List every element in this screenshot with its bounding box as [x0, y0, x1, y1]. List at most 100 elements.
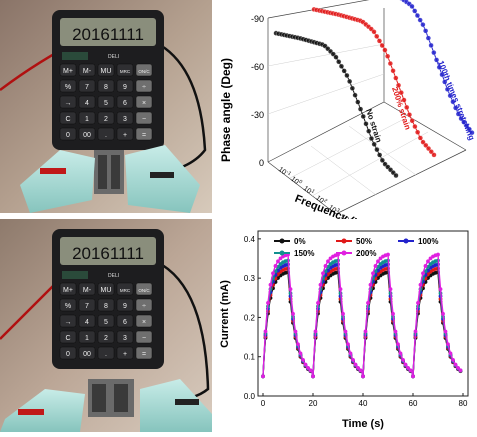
series-0 — [261, 270, 463, 379]
x-tick-label: 60 — [409, 399, 418, 408]
data-point — [371, 141, 377, 147]
left-glove — [20, 150, 95, 213]
solar-panel — [62, 52, 88, 60]
data-point — [388, 287, 393, 291]
data-point — [406, 365, 410, 370]
data-point — [418, 282, 423, 287]
calculator-key-label: 8 — [104, 303, 108, 310]
data-point — [268, 282, 273, 287]
y-tick-label: -60 — [251, 62, 264, 72]
data-point — [308, 368, 313, 373]
y-tick-label: 0.0 — [244, 392, 256, 401]
data-point — [413, 329, 418, 334]
data-point — [368, 135, 375, 142]
x-tick-exponent: 2 — [322, 198, 328, 205]
data-point — [461, 119, 467, 125]
legend-marker — [341, 250, 347, 256]
legend-label: 0% — [294, 237, 306, 246]
calculator-keypad: M+ M- MU MRC ON/C% 7 8 9 ÷→ 4 5 6 ×C 1 2 3 −0 00. + = — [59, 282, 153, 360]
data-point — [431, 152, 437, 158]
calculator-key-label: 1 — [85, 116, 89, 123]
calculator-key-label: 2 — [104, 116, 108, 123]
legend-item: 0% — [274, 237, 306, 246]
data-point — [379, 157, 385, 163]
data-point — [360, 113, 366, 120]
calculator-key — [135, 298, 153, 312]
data-point — [348, 351, 353, 356]
legend-item: 100% — [398, 237, 438, 246]
data-point — [366, 300, 370, 305]
calculator-key — [59, 330, 77, 344]
data-point — [416, 300, 420, 305]
legend: 0% 50% 100% 150% 200% — [274, 237, 438, 258]
data-point — [414, 12, 421, 19]
calculator-key — [116, 282, 134, 296]
data-point — [338, 287, 343, 291]
calculator-key-label: 6 — [123, 319, 127, 326]
calculator-key-label: 0 — [66, 132, 70, 139]
calculator-key-label: 7 — [85, 303, 89, 310]
calculator-key — [78, 346, 96, 360]
data-point — [326, 259, 330, 264]
legend-label: 200% — [356, 249, 376, 258]
calculator-key — [135, 111, 153, 125]
phase-series-group: No strain 200% strain 100th times stretchi… — [273, 0, 476, 179]
data-point — [417, 135, 423, 141]
calculator-key — [97, 330, 115, 344]
calculator-key-label: 8 — [104, 84, 108, 91]
data-point — [448, 351, 453, 356]
data-point — [358, 368, 363, 373]
calculator-key — [97, 95, 115, 109]
data-point — [393, 172, 399, 179]
display-digits: 20161111 — [72, 25, 144, 44]
data-point — [379, 42, 385, 49]
calculator-key — [116, 63, 134, 77]
legend-item: 50% — [336, 237, 372, 246]
data-point — [390, 68, 396, 74]
calculator-key-label: − — [142, 116, 146, 123]
data-point — [288, 287, 293, 291]
data-point — [296, 342, 300, 347]
y-axis-label: Phase angle (Deg) — [219, 58, 233, 162]
y-tick-labels: -90 -60 -30 0 — [251, 14, 264, 168]
data-point — [456, 365, 460, 370]
calculator-key-label: MRC — [120, 288, 131, 293]
data-point — [276, 259, 280, 264]
calculator-key-label: → — [65, 319, 72, 326]
data-point — [321, 271, 325, 276]
calculator-key-label: MRC — [120, 69, 131, 74]
calculator-key — [135, 330, 153, 344]
data-point — [443, 329, 448, 334]
photo-calculator-unstretched: 20161111 DELI M+ M- MU MRC ON/C% 7 8 9 ÷ → 4 5 6 × C 1 2… — [0, 0, 212, 213]
calculator-key — [97, 346, 115, 360]
data-point — [343, 329, 348, 334]
x-tick-labels: 0 20 40 60 80 — [261, 393, 468, 408]
calculator-key-label: + — [123, 351, 127, 358]
calculator-display — [60, 18, 156, 46]
calculator-display — [60, 237, 156, 265]
calculator-key — [97, 282, 115, 296]
calculator-brand: DELI — [108, 54, 119, 60]
data-point — [403, 362, 408, 367]
y-tick-labels: 0.0 0.1 0.2 0.3 0.4 — [244, 235, 261, 401]
data-point — [404, 104, 410, 110]
data-point — [412, 8, 418, 14]
current-series-group — [261, 252, 463, 379]
calculator-key — [116, 111, 134, 125]
data-point — [423, 28, 429, 34]
strain-device — [88, 379, 134, 417]
data-point — [377, 152, 383, 158]
calculator-key — [116, 95, 134, 109]
calculator-brand: DELI — [108, 273, 119, 279]
data-point — [409, 118, 415, 124]
calculator-key — [59, 111, 77, 125]
data-point — [450, 99, 456, 105]
calculator-key-label: ON/C — [138, 69, 150, 74]
x-axis-label: Time (s) — [342, 418, 384, 430]
calculator-key-label: 2 — [104, 335, 108, 342]
data-point — [318, 282, 323, 287]
calculator-key-label: 3 — [123, 335, 127, 342]
y-tick-label: 0.2 — [244, 313, 256, 322]
calculator-key-label: 6 — [123, 100, 127, 107]
data-point — [368, 282, 373, 287]
